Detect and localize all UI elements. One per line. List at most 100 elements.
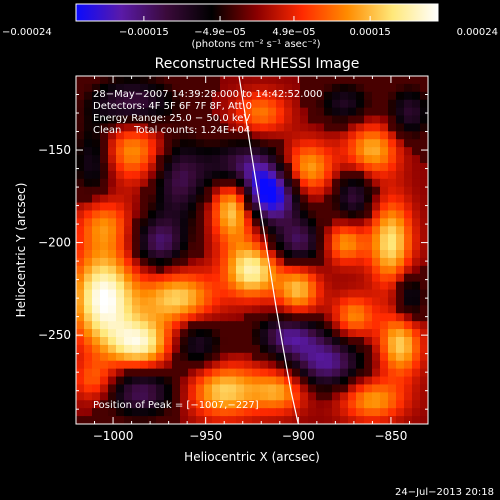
heatmap-cell bbox=[332, 337, 341, 346]
heatmap-cell bbox=[84, 376, 93, 386]
heatmap-cell bbox=[292, 131, 301, 140]
heatmap-cell bbox=[228, 155, 237, 164]
heatmap-cell bbox=[292, 107, 301, 117]
heatmap-cell bbox=[116, 250, 125, 259]
heatmap-cell bbox=[204, 297, 213, 306]
heatmap-cell bbox=[284, 360, 293, 370]
heatmap-cell bbox=[356, 337, 365, 346]
heatmap-cell bbox=[348, 321, 357, 330]
heatmap-cell bbox=[308, 147, 317, 156]
heatmap-cell bbox=[404, 297, 413, 306]
heatmap-cell bbox=[268, 289, 277, 299]
heatmap-cell bbox=[356, 226, 365, 235]
heatmap-cell bbox=[420, 186, 428, 196]
heatmap-cell bbox=[308, 337, 317, 346]
heatmap-cell bbox=[108, 218, 117, 227]
heatmap-cell bbox=[244, 242, 253, 251]
heatmap-cell bbox=[340, 226, 349, 235]
heatmap-cell bbox=[396, 186, 405, 196]
heatmap-cell bbox=[404, 218, 413, 227]
heatmap-cell bbox=[196, 337, 205, 346]
heatmap-cell bbox=[156, 210, 165, 219]
heatmap-cell bbox=[348, 297, 357, 306]
heatmap-cell bbox=[228, 99, 237, 109]
heatmap-cell bbox=[380, 242, 389, 251]
heatmap-cell bbox=[412, 226, 421, 235]
heatmap-cell bbox=[204, 250, 213, 259]
heatmap-cell bbox=[284, 115, 293, 125]
heatmap-cell bbox=[92, 115, 101, 125]
heatmap-cell bbox=[100, 273, 109, 283]
heatmap-cell bbox=[412, 392, 421, 401]
heatmap-cell bbox=[348, 242, 357, 251]
heatmap-cell bbox=[140, 297, 149, 306]
heatmap-cell bbox=[388, 297, 397, 306]
heatmap-cell bbox=[124, 408, 133, 417]
heatmap-cell bbox=[356, 76, 365, 85]
heatmap-cell bbox=[300, 273, 309, 283]
heatmap-cell bbox=[196, 178, 205, 188]
heatmap-cell bbox=[388, 313, 397, 322]
heatmap-cell bbox=[388, 178, 397, 188]
heatmap-cell bbox=[100, 107, 109, 117]
heatmap-cell bbox=[156, 147, 165, 156]
heatmap-cell bbox=[292, 139, 301, 148]
heatmap-cell bbox=[412, 313, 421, 322]
heatmap-cell bbox=[132, 321, 141, 330]
heatmap-cell bbox=[204, 242, 213, 251]
heatmap-cell bbox=[132, 234, 141, 243]
heatmap-cell bbox=[212, 107, 221, 117]
heatmap-cell bbox=[84, 352, 93, 362]
heatmap-cell bbox=[404, 408, 413, 417]
heatmap-cell bbox=[404, 147, 413, 156]
heatmap-cell bbox=[148, 313, 157, 322]
heatmap-cell bbox=[196, 250, 205, 259]
heatmap-cell bbox=[188, 234, 197, 243]
heatmap-cell bbox=[172, 83, 181, 93]
heatmap-cell bbox=[76, 83, 85, 93]
heatmap-cell bbox=[220, 186, 229, 196]
heatmap-cell bbox=[324, 99, 333, 109]
heatmap-cell bbox=[372, 147, 381, 156]
heatmap-cell bbox=[156, 226, 165, 235]
heatmap-cell bbox=[308, 384, 317, 393]
heatmap-cell bbox=[284, 273, 293, 283]
heatmap-cell bbox=[364, 384, 373, 393]
heatmap-cell bbox=[244, 115, 253, 125]
heatmap-cell bbox=[260, 265, 269, 275]
heatmap-cell bbox=[236, 107, 245, 117]
heatmap-cell bbox=[356, 178, 365, 188]
heatmap-cell bbox=[356, 234, 365, 243]
heatmap-cell bbox=[380, 170, 389, 180]
heatmap-cell bbox=[188, 131, 197, 140]
heatmap-cell bbox=[116, 123, 125, 132]
heatmap-cell bbox=[268, 234, 277, 243]
heatmap-cell bbox=[316, 265, 325, 275]
heatmap-cell bbox=[308, 115, 317, 125]
heatmap-cell bbox=[116, 218, 125, 227]
heatmap-cell bbox=[212, 139, 221, 148]
heatmap-cell bbox=[372, 115, 381, 125]
heatmap-cell bbox=[148, 139, 157, 148]
limb-curve bbox=[238, 76, 299, 424]
heatmap-cell bbox=[124, 265, 133, 275]
heatmap-cell bbox=[372, 416, 381, 424]
heatmap-cell bbox=[140, 242, 149, 251]
heatmap-cell bbox=[268, 170, 277, 180]
heatmap-cell bbox=[100, 408, 109, 417]
heatmap-cell bbox=[236, 99, 245, 109]
heatmap-cell bbox=[404, 257, 413, 267]
heatmap-cell bbox=[396, 273, 405, 283]
heatmap-cell bbox=[132, 107, 141, 117]
heatmap-cell bbox=[364, 147, 373, 156]
heatmap-cell bbox=[172, 273, 181, 283]
heatmap-cell bbox=[364, 289, 373, 299]
heatmap-cell bbox=[300, 416, 309, 424]
heatmap-cell bbox=[348, 210, 357, 219]
heatmap-cell bbox=[196, 273, 205, 283]
heatmap-cell bbox=[116, 155, 125, 164]
heatmap-cell bbox=[412, 123, 421, 132]
heatmap-cell bbox=[380, 344, 389, 354]
heatmap-cell bbox=[340, 139, 349, 148]
heatmap-cell bbox=[140, 170, 149, 180]
